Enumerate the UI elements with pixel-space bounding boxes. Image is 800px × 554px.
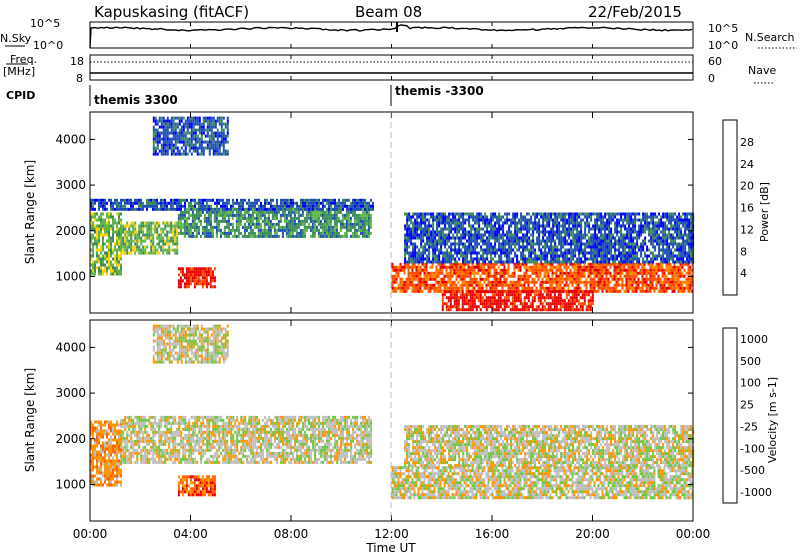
power-colorbar-tick-3: 12 (740, 223, 754, 236)
date-title: 22/Feb/2015 (588, 3, 682, 21)
x-tick-label-6: 00:00 (676, 527, 711, 541)
x-tick-label-4: 16:00 (475, 527, 510, 541)
time-x-label: Time UT (365, 541, 416, 554)
power-colorbar-tick-5: 20 (740, 180, 754, 193)
noise-left-label: N.Sky (0, 32, 32, 45)
power-region-7 (441, 290, 594, 312)
velocity-colorbar-label: Velocity [m s-1] (766, 377, 779, 463)
freq-left-tick-bottom: 8 (76, 72, 83, 85)
cpid-segment-1: themis 3300 (94, 93, 178, 107)
velocity-region-2 (120, 415, 373, 464)
velocity-y-axis: 1000 2000 3000 4000 (55, 340, 693, 491)
power-y-axis: 1000 2000 3000 4000 (55, 132, 693, 283)
velocity-colorbar-tick-7: -500 (740, 464, 765, 477)
velocity-region-3 (177, 475, 216, 497)
noise-trace (89, 24, 693, 49)
velocity-colorbar-tick-5: -25 (740, 420, 758, 433)
cpid-segment-2: themis -3300 (395, 84, 484, 98)
power-colorbar-label: Power [dB] (758, 182, 771, 242)
power-colorbar-tick-7: 28 (740, 136, 754, 149)
freq-left-tick-top: 18 (70, 55, 84, 68)
power-colorbar-tick-1: 4 (740, 267, 747, 280)
freq-right-label: Nave (748, 64, 776, 77)
noise-right-tick-bottom: 10^0 (708, 39, 738, 52)
velocity-colorbar-tick-2: 500 (740, 355, 761, 368)
power-region-1 (90, 212, 122, 276)
power-region-4 (90, 198, 374, 211)
x-tick-label-0: 00:00 (73, 527, 108, 541)
velocity-colorbar-tick-3: 100 (740, 377, 761, 390)
x-tick-label-3: 12:00 (374, 527, 409, 541)
power-region-2 (120, 221, 179, 255)
x-tick-label-2: 08:00 (274, 527, 309, 541)
noise-right-label: N.Search (745, 31, 795, 44)
cpid-label: CPID (6, 89, 35, 102)
freq-left-label-1: Freq. (10, 53, 37, 66)
velocity-colorbar-frame (722, 327, 738, 504)
velocity-colorbar-tick-4: 25 (740, 399, 754, 412)
freq-right-tick-bottom: 0 (708, 72, 715, 85)
power-heatmap (90, 116, 695, 312)
power-colorbar-tick-2: 8 (740, 245, 747, 258)
power-colorbar-frame (722, 119, 738, 296)
velocity-ytick-label-2000: 2000 (55, 432, 86, 446)
beam-title: Beam 08 (355, 3, 422, 21)
noise-left-tick-bottom: 10^0 (33, 39, 63, 52)
velocity-colorbar-tick-6: -100 (740, 442, 765, 455)
power-region-6 (391, 262, 694, 293)
time-x-axis: 00:00 04:00 08:00 12:00 16:00 20:00 00:00 (73, 22, 711, 541)
power-region-3 (177, 207, 372, 238)
velocity-colorbar-tick-8: -1000 (740, 486, 772, 499)
x-tick-label-5: 20:00 (575, 527, 610, 541)
velocity-y-label: Slant Range [km] (23, 368, 37, 472)
velocity-heatmap (90, 324, 695, 500)
power-region-8 (404, 212, 695, 264)
noise-right-tick-top: 10^5 (708, 22, 738, 35)
velocity-ytick-label-3000: 3000 (55, 386, 86, 400)
power-ytick-label-4000: 4000 (55, 132, 86, 146)
power-region-5 (177, 267, 216, 289)
power-colorbar-tick-4: 16 (740, 202, 754, 215)
velocity-colorbar-tick-1: 1000 (740, 333, 768, 346)
noise-left-tick-top: 10^5 (30, 17, 60, 30)
velocity-region-1 (90, 420, 122, 487)
velocity-region-4 (391, 466, 694, 500)
freq-right-tick-top: 60 (708, 55, 722, 68)
velocity-region-6 (152, 324, 229, 364)
velocity-colorbar: 1000 500 100 25 -25 -100 -500 -1000 (722, 327, 772, 504)
power-colorbar-tick-6: 24 (740, 158, 754, 171)
power-colorbar: 4 8 12 16 20 24 28 (722, 119, 754, 296)
power-y-label: Slant Range [km] (23, 160, 37, 264)
power-ytick-label-2000: 2000 (55, 224, 86, 238)
power-region-9 (152, 116, 229, 156)
velocity-ytick-label-1000: 1000 (55, 477, 86, 491)
x-tick-label-1: 04:00 (173, 527, 208, 541)
power-ytick-label-3000: 3000 (55, 178, 86, 192)
power-ytick-label-1000: 1000 (55, 269, 86, 283)
freq-left-label-2: [MHz] (3, 65, 35, 78)
velocity-region-5 (404, 425, 695, 468)
velocity-ytick-label-4000: 4000 (55, 340, 86, 354)
station-title: Kapuskasing (fitACF) (94, 3, 249, 21)
